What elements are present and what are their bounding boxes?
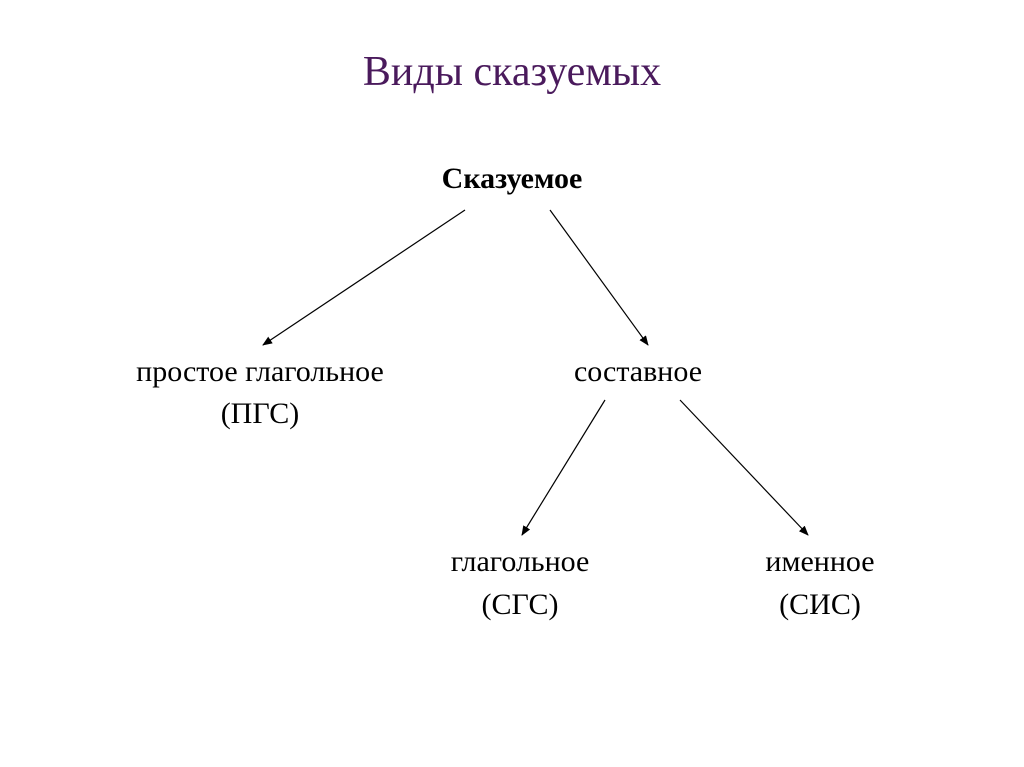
tree-node-simple-verbal: простое глагольное: [85, 355, 435, 389]
tree-leaf-nominal-abbrev: (СИС): [740, 588, 900, 622]
tree-node-compound: составное: [538, 355, 738, 389]
arrow-line-0: [263, 210, 465, 345]
arrow-line-2: [522, 400, 605, 535]
tree-leaf-verbal-abbrev: (СГС): [420, 588, 620, 622]
diagram-title: Виды сказуемых: [0, 48, 1024, 96]
tree-node-simple-verbal-abbrev: (ПГС): [85, 397, 435, 431]
tree-leaf-nominal: именное: [740, 545, 900, 579]
tree-root-node: Сказуемое: [0, 162, 1024, 196]
tree-leaf-verbal: глагольное: [420, 545, 620, 579]
arrow-line-3: [680, 400, 808, 535]
arrow-line-1: [550, 210, 648, 345]
